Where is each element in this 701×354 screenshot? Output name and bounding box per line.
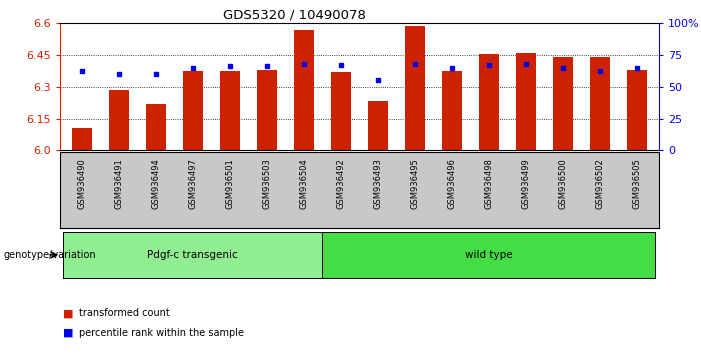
Bar [404,26,425,150]
Text: ■: ■ [63,308,74,318]
Bar [219,71,240,150]
Bar [331,72,351,150]
Text: GSM936495: GSM936495 [410,158,419,209]
Text: GSM936497: GSM936497 [189,158,197,209]
Bar [479,54,499,150]
Bar [590,57,610,150]
Bar [367,101,388,150]
Text: ■: ■ [63,328,74,338]
Text: wild type: wild type [465,250,512,260]
Text: GSM936502: GSM936502 [595,158,604,209]
Text: GSM936498: GSM936498 [484,158,494,209]
Text: GSM936505: GSM936505 [632,158,641,209]
Bar [294,30,314,150]
Text: GSM936500: GSM936500 [558,158,567,209]
Bar [182,71,203,150]
Bar [72,127,92,150]
Text: transformed count: transformed count [79,308,169,318]
Text: genotype/variation: genotype/variation [4,250,96,260]
Text: GSM936491: GSM936491 [114,158,123,209]
Text: GSM936490: GSM936490 [77,158,86,209]
Bar [146,104,166,150]
Text: GSM936499: GSM936499 [522,158,530,209]
Text: GSM936503: GSM936503 [262,158,271,209]
Bar [552,57,573,150]
Text: Pdgf-c transgenic: Pdgf-c transgenic [147,250,238,260]
Text: GSM936493: GSM936493 [373,158,382,209]
Bar [515,53,536,150]
Bar [627,70,647,150]
Bar [109,90,129,150]
Text: GDS5320 / 10490078: GDS5320 / 10490078 [223,9,366,22]
Bar [257,70,277,150]
Text: GSM936501: GSM936501 [225,158,234,209]
Text: GSM936504: GSM936504 [299,158,308,209]
Bar [442,71,462,150]
Text: GSM936492: GSM936492 [336,158,346,209]
Text: GSM936496: GSM936496 [447,158,456,209]
Text: GSM936494: GSM936494 [151,158,161,209]
Text: percentile rank within the sample: percentile rank within the sample [79,328,243,338]
